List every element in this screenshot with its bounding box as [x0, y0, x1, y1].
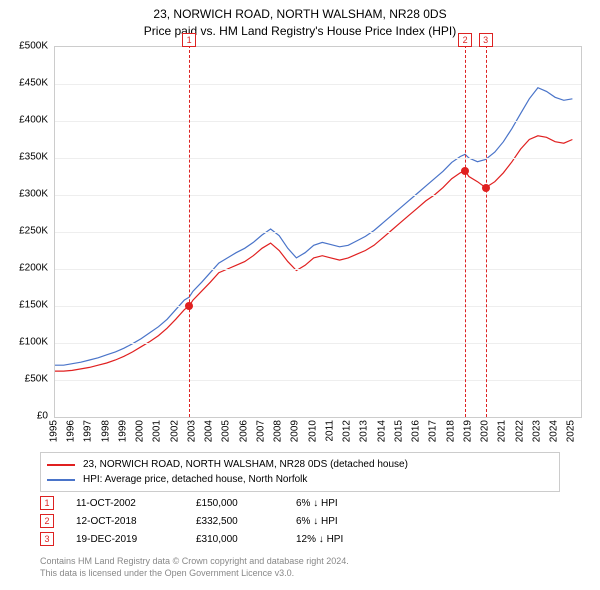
- y-tick-label: £450K: [19, 78, 48, 89]
- x-tick-label: 2015: [393, 420, 404, 442]
- x-tick-label: 2003: [186, 420, 197, 442]
- title-line-1: 23, NORWICH ROAD, NORTH WALSHAM, NR28 0D…: [0, 6, 600, 23]
- y-tick-label: £250K: [19, 226, 48, 237]
- x-tick-label: 2008: [273, 420, 284, 442]
- x-tick-label: 1999: [117, 420, 128, 442]
- sale-index-badge: 2: [40, 514, 54, 528]
- x-tick-label: 2025: [566, 420, 577, 442]
- title-block: 23, NORWICH ROAD, NORTH WALSHAM, NR28 0D…: [0, 0, 600, 40]
- event-vline: [486, 35, 487, 417]
- sale-date: 11-OCT-2002: [76, 498, 196, 509]
- sale-date: 12-OCT-2018: [76, 516, 196, 527]
- event-index-badge: 3: [479, 33, 493, 47]
- x-tick-label: 2021: [497, 420, 508, 442]
- x-tick-label: 2011: [324, 420, 335, 442]
- sale-row: 3 19-DEC-2019£310,00012% ↓ HPI: [40, 532, 560, 546]
- x-tick-label: 2013: [359, 420, 370, 442]
- x-tick-label: 1996: [66, 420, 77, 442]
- chart-plot-area: 123: [54, 46, 582, 418]
- gridline-h: [55, 343, 581, 344]
- x-tick-label: 2017: [428, 420, 439, 442]
- y-axis: £0£50K£100K£150K£200K£250K£300K£350K£400…: [0, 46, 52, 416]
- x-tick-label: 2018: [445, 420, 456, 442]
- event-marker-dot: [185, 302, 193, 310]
- sale-price: £310,000: [196, 534, 296, 545]
- event-vline: [189, 35, 190, 417]
- y-tick-label: £150K: [19, 300, 48, 311]
- legend-row: HPI: Average price, detached house, Nort…: [47, 472, 553, 487]
- event-index-badge: 2: [458, 33, 472, 47]
- x-tick-label: 2024: [549, 420, 560, 442]
- gridline-h: [55, 195, 581, 196]
- y-tick-label: £100K: [19, 337, 48, 348]
- y-tick-label: £500K: [19, 41, 48, 52]
- y-tick-label: £400K: [19, 115, 48, 126]
- sale-index-badge: 3: [40, 532, 54, 546]
- legend-label: 23, NORWICH ROAD, NORTH WALSHAM, NR28 0D…: [83, 457, 408, 472]
- gridline-h: [55, 121, 581, 122]
- x-tick-label: 2002: [169, 420, 180, 442]
- x-tick-label: 2009: [290, 420, 301, 442]
- sale-date: 19-DEC-2019: [76, 534, 196, 545]
- gridline-h: [55, 232, 581, 233]
- footer-line-1: Contains HM Land Registry data © Crown c…: [40, 556, 560, 568]
- sale-row: 2 12-OCT-2018£332,5006% ↓ HPI: [40, 514, 560, 528]
- gridline-h: [55, 269, 581, 270]
- x-tick-label: 2012: [342, 420, 353, 442]
- y-tick-label: £200K: [19, 263, 48, 274]
- x-tick-label: 1997: [83, 420, 94, 442]
- sales-table: 1 11-OCT-2002£150,0006% ↓ HPI 2 12-OCT-2018…: [40, 492, 560, 550]
- x-tick-label: 2006: [238, 420, 249, 442]
- y-tick-label: £50K: [25, 374, 48, 385]
- x-tick-label: 2005: [221, 420, 232, 442]
- legend-label: HPI: Average price, detached house, Nort…: [83, 472, 307, 487]
- x-tick-label: 2020: [480, 420, 491, 442]
- sale-delta: 6% ↓ HPI: [296, 516, 416, 527]
- y-tick-label: £350K: [19, 152, 48, 163]
- sale-index-badge: 1: [40, 496, 54, 510]
- event-marker-dot: [461, 167, 469, 175]
- x-tick-label: 1995: [49, 420, 60, 442]
- y-tick-label: £0: [37, 411, 48, 422]
- series-price_paid: [55, 136, 572, 371]
- chart-container: 23, NORWICH ROAD, NORTH WALSHAM, NR28 0D…: [0, 0, 600, 590]
- footer-line-2: This data is licensed under the Open Gov…: [40, 568, 560, 580]
- x-tick-label: 2022: [514, 420, 525, 442]
- x-tick-label: 2014: [376, 420, 387, 442]
- event-index-badge: 1: [182, 33, 196, 47]
- event-marker-dot: [482, 184, 490, 192]
- series-hpi: [55, 88, 572, 366]
- x-tick-label: 2000: [135, 420, 146, 442]
- legend-swatch: [47, 464, 75, 466]
- event-vline: [465, 35, 466, 417]
- footer-attribution: Contains HM Land Registry data © Crown c…: [40, 556, 560, 579]
- sale-price: £150,000: [196, 498, 296, 509]
- sale-price: £332,500: [196, 516, 296, 527]
- x-tick-label: 2023: [531, 420, 542, 442]
- legend-swatch: [47, 479, 75, 481]
- x-tick-label: 2001: [152, 420, 163, 442]
- title-line-2: Price paid vs. HM Land Registry's House …: [0, 23, 600, 40]
- x-tick-label: 2010: [307, 420, 318, 442]
- sale-delta: 12% ↓ HPI: [296, 534, 416, 545]
- gridline-h: [55, 380, 581, 381]
- gridline-h: [55, 158, 581, 159]
- sale-row: 1 11-OCT-2002£150,0006% ↓ HPI: [40, 496, 560, 510]
- y-tick-label: £300K: [19, 189, 48, 200]
- gridline-h: [55, 84, 581, 85]
- x-tick-label: 2004: [204, 420, 215, 442]
- x-tick-label: 2007: [255, 420, 266, 442]
- x-tick-label: 2016: [411, 420, 422, 442]
- legend-row: 23, NORWICH ROAD, NORTH WALSHAM, NR28 0D…: [47, 457, 553, 472]
- sale-delta: 6% ↓ HPI: [296, 498, 416, 509]
- legend-box: 23, NORWICH ROAD, NORTH WALSHAM, NR28 0D…: [40, 452, 560, 492]
- x-tick-label: 2019: [462, 420, 473, 442]
- x-tick-label: 1998: [100, 420, 111, 442]
- gridline-h: [55, 306, 581, 307]
